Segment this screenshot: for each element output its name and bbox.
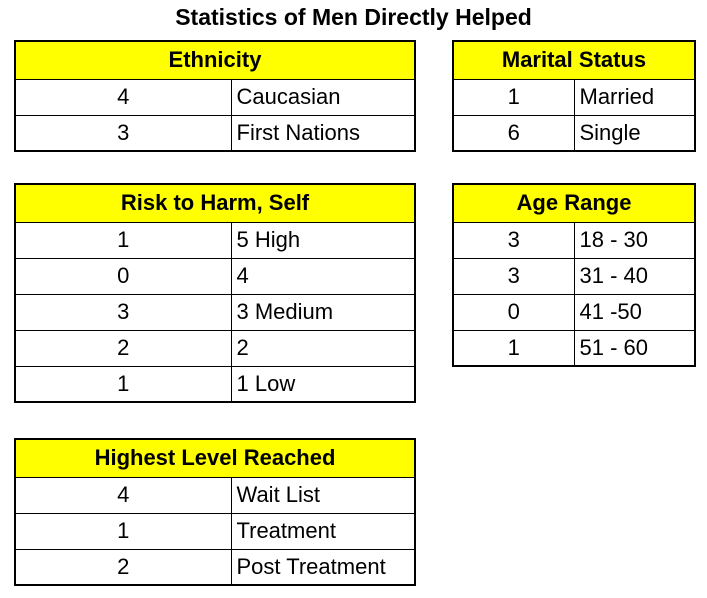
count-cell: 3	[14, 293, 232, 331]
label-cell: Single	[573, 114, 696, 152]
risk-to-harm-self-table-header: Risk to Harm, Self	[14, 183, 416, 223]
count-cell: 2	[14, 329, 232, 367]
table-row: 2 2	[14, 329, 416, 367]
table-row: 2 Post Treatment	[14, 548, 416, 586]
table-row: 6 Single	[452, 114, 696, 152]
label-cell: 51 - 60	[573, 329, 696, 367]
label-cell: 4	[230, 257, 416, 295]
count-cell: 2	[14, 548, 232, 586]
label-cell: 18 - 30	[573, 221, 696, 259]
table-row: 4 Caucasian	[14, 78, 416, 116]
ethnicity-table-header: Ethnicity	[14, 40, 416, 80]
count-cell: 1	[452, 78, 575, 116]
marital-status-table: Marital Status 1 Married 6 Single	[452, 40, 697, 152]
table-row: 1 1 Low	[14, 365, 416, 403]
label-cell: Wait List	[230, 476, 416, 514]
count-cell: 1	[14, 365, 232, 403]
count-cell: 3	[452, 221, 575, 259]
page-title: Statistics of Men Directly Helped	[175, 4, 532, 30]
table-row: 3 18 - 30	[452, 221, 696, 259]
table-header-row: Ethnicity	[14, 40, 416, 80]
label-cell: 5 High	[230, 221, 416, 259]
count-cell: 6	[452, 114, 575, 152]
label-cell: Caucasian	[230, 78, 416, 116]
label-cell: First Nations	[230, 114, 416, 152]
table-row: 1 51 - 60	[452, 329, 696, 367]
table-row: 0 41 -50	[452, 293, 696, 331]
label-cell: 2	[230, 329, 416, 367]
count-cell: 4	[14, 476, 232, 514]
age-range-table: Age Range 3 18 - 30 3 31 - 40 0 41 -50 1…	[452, 183, 697, 367]
highest-level-reached-table-header: Highest Level Reached	[14, 438, 416, 478]
highest-level-reached-table: Highest Level Reached 4 Wait List 1 Trea…	[14, 438, 416, 586]
table-header-row: Age Range	[452, 183, 696, 223]
table-row: 3 31 - 40	[452, 257, 696, 295]
table-row: 3 3 Medium	[14, 293, 416, 331]
table-row: 0 4	[14, 257, 416, 295]
table-header-row: Risk to Harm, Self	[14, 183, 416, 223]
label-cell: 1 Low	[230, 365, 416, 403]
count-cell: 4	[14, 78, 232, 116]
table-header-row: Marital Status	[452, 40, 696, 80]
ethnicity-table: Ethnicity 4 Caucasian 3 First Nations	[14, 40, 416, 152]
count-cell: 1	[14, 221, 232, 259]
count-cell: 1	[452, 329, 575, 367]
table-row: 4 Wait List	[14, 476, 416, 514]
marital-status-table-header: Marital Status	[452, 40, 696, 80]
label-cell: Post Treatment	[230, 548, 416, 586]
table-header-row: Highest Level Reached	[14, 438, 416, 478]
count-cell: 3	[14, 114, 232, 152]
table-row: 1 Married	[452, 78, 696, 116]
label-cell: 31 - 40	[573, 257, 696, 295]
table-row: 1 Treatment	[14, 512, 416, 550]
label-cell: Married	[573, 78, 696, 116]
risk-to-harm-self-table: Risk to Harm, Self 1 5 High 0 4 3 3 Medi…	[14, 183, 416, 403]
label-cell: Treatment	[230, 512, 416, 550]
table-row: 3 First Nations	[14, 114, 416, 152]
age-range-table-header: Age Range	[452, 183, 696, 223]
count-cell: 1	[14, 512, 232, 550]
count-cell: 0	[14, 257, 232, 295]
table-row: 1 5 High	[14, 221, 416, 259]
label-cell: 41 -50	[573, 293, 696, 331]
count-cell: 0	[452, 293, 575, 331]
count-cell: 3	[452, 257, 575, 295]
label-cell: 3 Medium	[230, 293, 416, 331]
